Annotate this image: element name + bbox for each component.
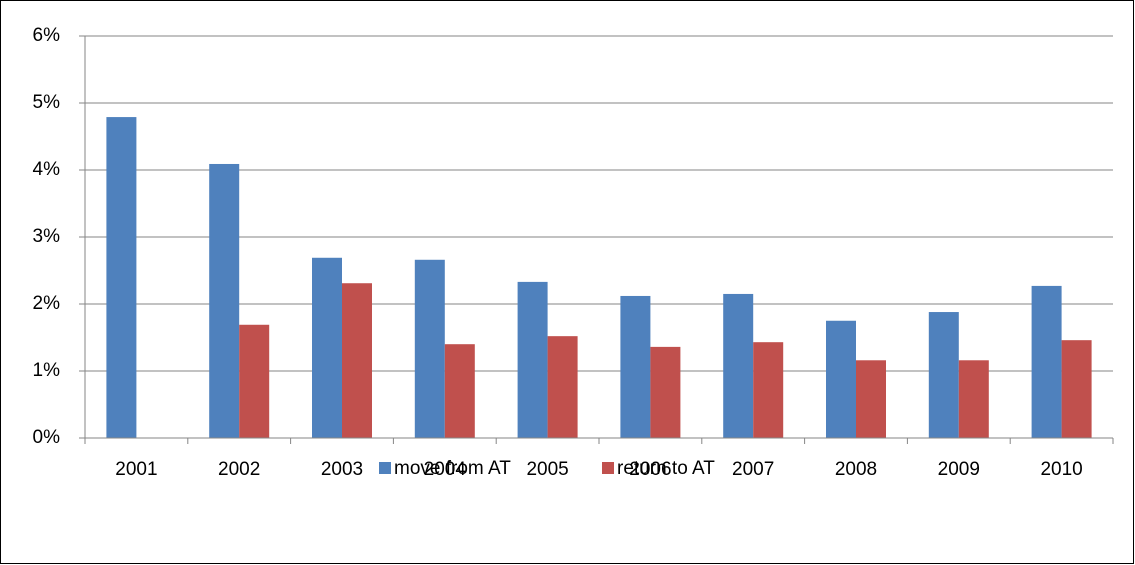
x-tick-label: 2002 [218, 459, 260, 480]
bar [826, 320, 856, 438]
bar [342, 283, 372, 438]
bar [444, 344, 475, 438]
bar [620, 295, 651, 438]
bar [958, 360, 989, 438]
bar [723, 293, 754, 438]
bar [650, 346, 681, 438]
x-tick-label: 2006 [629, 459, 671, 480]
bar [856, 360, 886, 438]
x-tick-label: 2008 [835, 459, 877, 480]
bar [414, 259, 445, 438]
bar [1061, 340, 1092, 438]
legend-label: move from AT [394, 458, 511, 479]
bar [106, 117, 137, 438]
y-tick-label: 4% [33, 159, 61, 180]
bar [517, 281, 548, 438]
x-tick-label: 2003 [321, 459, 363, 480]
y-tick-label: 0% [33, 427, 61, 448]
y-tick-label: 3% [33, 226, 61, 247]
bar [547, 336, 578, 438]
x-tick-label: 2001 [115, 459, 157, 480]
bar [312, 257, 342, 438]
y-tick-label: 2% [33, 293, 61, 314]
y-tick-label: 5% [33, 92, 61, 113]
bar [753, 342, 784, 438]
legend-swatch [379, 462, 391, 474]
x-tick-label: 2010 [1040, 459, 1082, 480]
bar [1031, 285, 1062, 438]
x-tick-label: 2007 [732, 459, 774, 480]
y-tick-label: 1% [33, 360, 61, 381]
x-tick-label: 2004 [424, 459, 467, 480]
legend-label: return to AT [617, 458, 715, 479]
x-tick-label: 2009 [938, 459, 980, 480]
bar [928, 312, 959, 438]
x-tick-label: 2005 [526, 459, 568, 480]
legend-swatch [602, 462, 614, 474]
y-tick-label: 6% [33, 25, 61, 46]
bar [209, 163, 240, 438]
bar [239, 324, 270, 438]
